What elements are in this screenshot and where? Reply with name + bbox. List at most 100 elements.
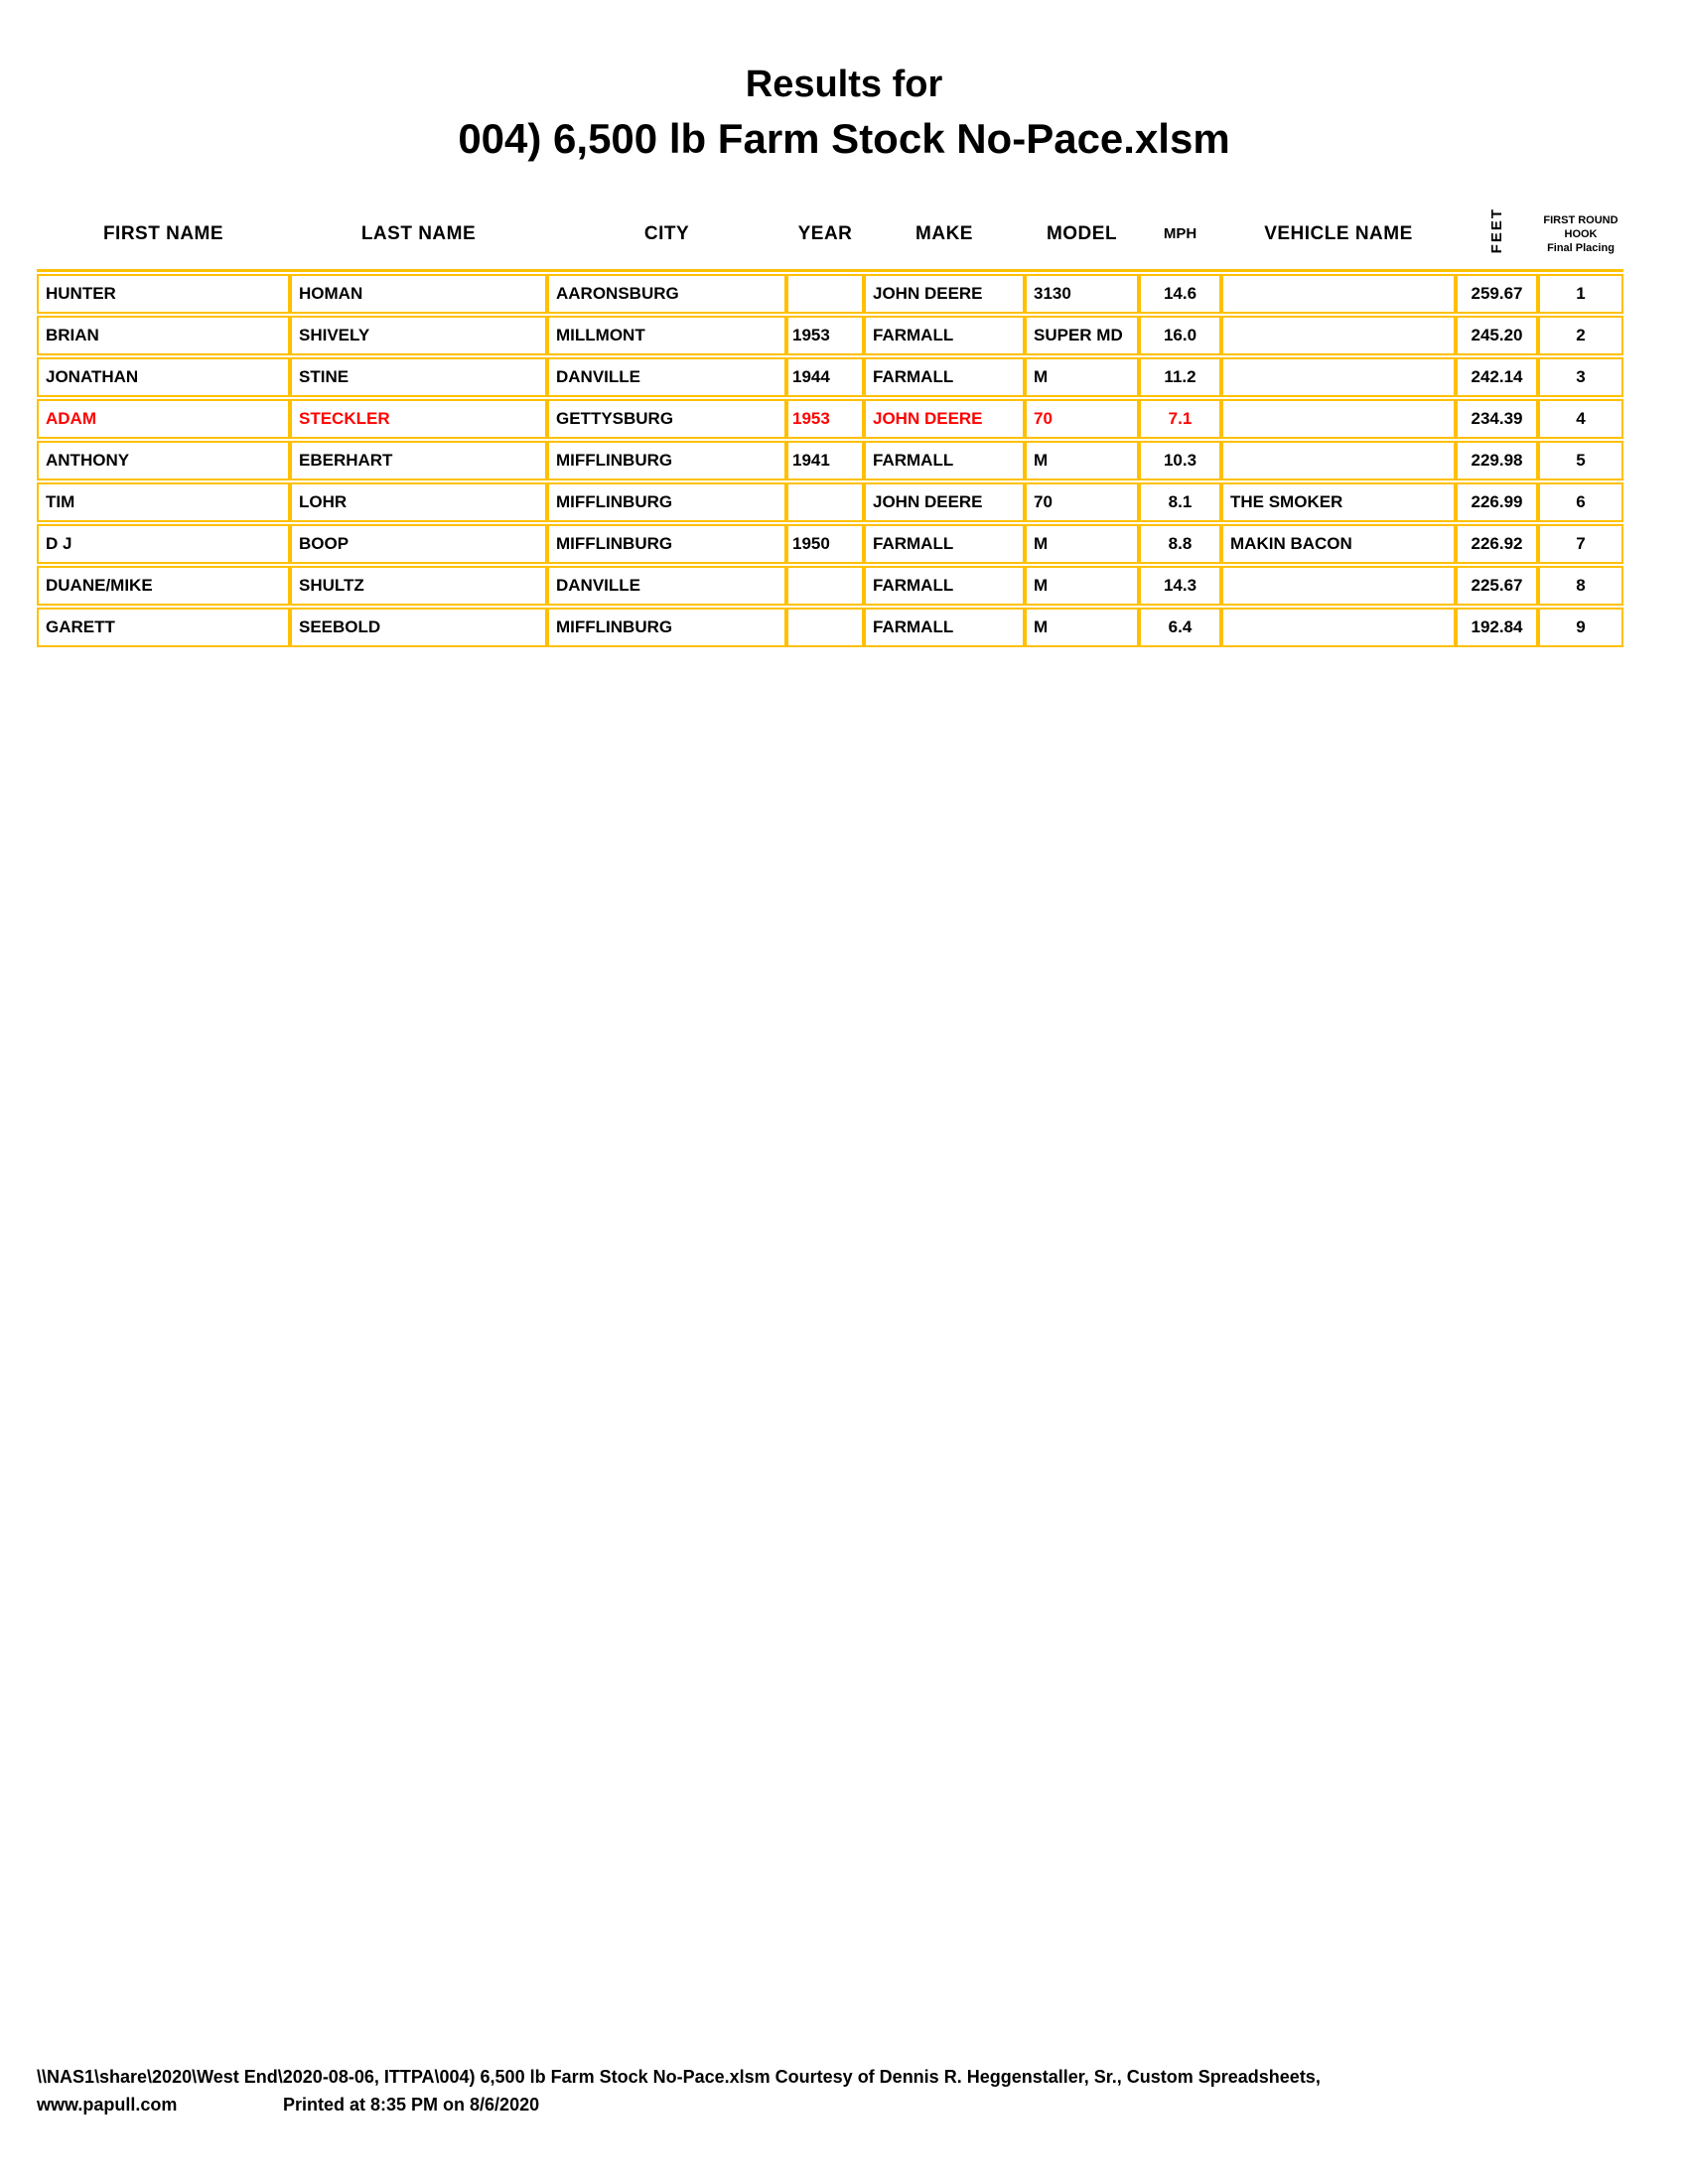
cell-placing: 6 (1538, 482, 1623, 522)
cell-first-name: GARETT (37, 608, 290, 647)
cell-placing: 9 (1538, 608, 1623, 647)
table-row: JONATHAN STINE DANVILLE 1944 FARMALL M 11.2 242… (37, 357, 1623, 397)
cell-make: FARMALL (864, 441, 1025, 480)
cell-year: 1950 (786, 524, 864, 564)
cell-model: SUPER MD (1025, 316, 1139, 355)
cell-feet: 245.20 (1456, 316, 1538, 355)
results-table: FIRST NAME LAST NAME CITY YEAR MAKE MODEL MPH V… (37, 197, 1623, 649)
column-header-model: MODEL (1025, 199, 1139, 272)
cell-first-name: TIM (37, 482, 290, 522)
cell-first-name: JONATHAN (37, 357, 290, 397)
table-row: HUNTER HOMAN AARONSBURG JOHN DEERE 3130 14.6 2… (37, 274, 1623, 314)
table-row: ANTHONY EBERHART MIFFLINBURG 1941 FARMALL M 10… (37, 441, 1623, 480)
cell-year (786, 482, 864, 522)
cell-last-name: LOHR (290, 482, 547, 522)
cell-vehicle-name (1221, 608, 1456, 647)
cell-feet: 234.39 (1456, 399, 1538, 439)
cell-feet: 192.84 (1456, 608, 1538, 647)
feet-rotated-label: FEET (1488, 207, 1505, 254)
cell-feet: 229.98 (1456, 441, 1538, 480)
cell-vehicle-name: THE SMOKER (1221, 482, 1456, 522)
cell-last-name: SHIVELY (290, 316, 547, 355)
column-header-last-name: LAST NAME (290, 199, 547, 272)
cell-mph: 11.2 (1139, 357, 1221, 397)
cell-year: 1944 (786, 357, 864, 397)
cell-city: MILLMONT (547, 316, 786, 355)
cell-first-name: ANTHONY (37, 441, 290, 480)
table-row: GARETT SEEBOLD MIFFLINBURG FARMALL M 6.4 192.8… (37, 608, 1623, 647)
cell-make: FARMALL (864, 608, 1025, 647)
cell-placing: 4 (1538, 399, 1623, 439)
header-row: FIRST NAME LAST NAME CITY YEAR MAKE MODEL MPH V… (37, 199, 1623, 272)
footer-printed-timestamp: Printed at 8:35 PM on 8/6/2020 (283, 2095, 540, 2115)
column-header-feet: FEET (1456, 199, 1538, 272)
cell-model: M (1025, 441, 1139, 480)
cell-feet: 259.67 (1456, 274, 1538, 314)
cell-first-name: D J (37, 524, 290, 564)
cell-feet: 225.67 (1456, 566, 1538, 606)
cell-last-name: STINE (290, 357, 547, 397)
cell-vehicle-name (1221, 316, 1456, 355)
cell-mph: 8.1 (1139, 482, 1221, 522)
footer-website: www.papull.com (37, 2095, 178, 2115)
cell-vehicle-name (1221, 399, 1456, 439)
cell-placing: 3 (1538, 357, 1623, 397)
cell-placing: 7 (1538, 524, 1623, 564)
cell-year: 1941 (786, 441, 864, 480)
cell-make: FARMALL (864, 357, 1025, 397)
cell-year (786, 608, 864, 647)
table-row: BRIAN SHIVELY MILLMONT 1953 FARMALL SUPER MD 1… (37, 316, 1623, 355)
column-header-make: MAKE (864, 199, 1025, 272)
cell-last-name: SEEBOLD (290, 608, 547, 647)
cell-mph: 10.3 (1139, 441, 1221, 480)
table-row: DUANE/MIKE SHULTZ DANVILLE FARMALL M 14.3 225.… (37, 566, 1623, 606)
column-header-vehicle-name: VEHICLE NAME (1221, 199, 1456, 272)
results-table-header: FIRST NAME LAST NAME CITY YEAR MAKE MODEL MPH V… (37, 199, 1623, 272)
column-header-city: CITY (547, 199, 786, 272)
final-placing-label-line: Final Placing (1547, 241, 1615, 254)
footer-file-path: \\NAS1\share\2020\West End\2020-08-06, I… (37, 2067, 1321, 2087)
cell-make: JOHN DEERE (864, 482, 1025, 522)
cell-last-name: EBERHART (290, 441, 547, 480)
cell-vehicle-name: MAKIN BACON (1221, 524, 1456, 564)
cell-make: JOHN DEERE (864, 274, 1025, 314)
page-title: Results for (745, 64, 943, 105)
cell-model: M (1025, 608, 1139, 647)
cell-model: 70 (1025, 399, 1139, 439)
cell-placing: 2 (1538, 316, 1623, 355)
cell-model: 70 (1025, 482, 1139, 522)
cell-make: FARMALL (864, 524, 1025, 564)
cell-city: MIFFLINBURG (547, 441, 786, 480)
cell-first-name: HUNTER (37, 274, 290, 314)
cell-mph: 14.3 (1139, 566, 1221, 606)
cell-year: 1953 (786, 316, 864, 355)
cell-vehicle-name (1221, 566, 1456, 606)
cell-last-name: BOOP (290, 524, 547, 564)
cell-placing: 1 (1538, 274, 1623, 314)
cell-make: FARMALL (864, 316, 1025, 355)
cell-year: 1953 (786, 399, 864, 439)
table-row: TIM LOHR MIFFLINBURG JOHN DEERE 70 8.1 THE SMO… (37, 482, 1623, 522)
results-table-body: HUNTER HOMAN AARONSBURG JOHN DEERE 3130 14.6 2… (37, 274, 1623, 647)
cell-feet: 242.14 (1456, 357, 1538, 397)
cell-first-name: ADAM (37, 399, 290, 439)
cell-model: M (1025, 357, 1139, 397)
cell-last-name: HOMAN (290, 274, 547, 314)
cell-model: M (1025, 524, 1139, 564)
cell-feet: 226.92 (1456, 524, 1538, 564)
column-header-placing: FIRST ROUND HOOK Final Placing (1538, 199, 1623, 272)
cell-make: JOHN DEERE (864, 399, 1025, 439)
cell-city: MIFFLINBURG (547, 608, 786, 647)
cell-city: GETTYSBURG (547, 399, 786, 439)
page-subtitle-filename: 004) 6,500 lb Farm Stock No-Pace.xlsm (458, 115, 1230, 162)
cell-first-name: BRIAN (37, 316, 290, 355)
cell-year (786, 274, 864, 314)
cell-year (786, 566, 864, 606)
cell-vehicle-name (1221, 357, 1456, 397)
cell-last-name: STECKLER (290, 399, 547, 439)
cell-mph: 6.4 (1139, 608, 1221, 647)
cell-last-name: SHULTZ (290, 566, 547, 606)
cell-city: DANVILLE (547, 566, 786, 606)
cell-mph: 16.0 (1139, 316, 1221, 355)
cell-model: 3130 (1025, 274, 1139, 314)
